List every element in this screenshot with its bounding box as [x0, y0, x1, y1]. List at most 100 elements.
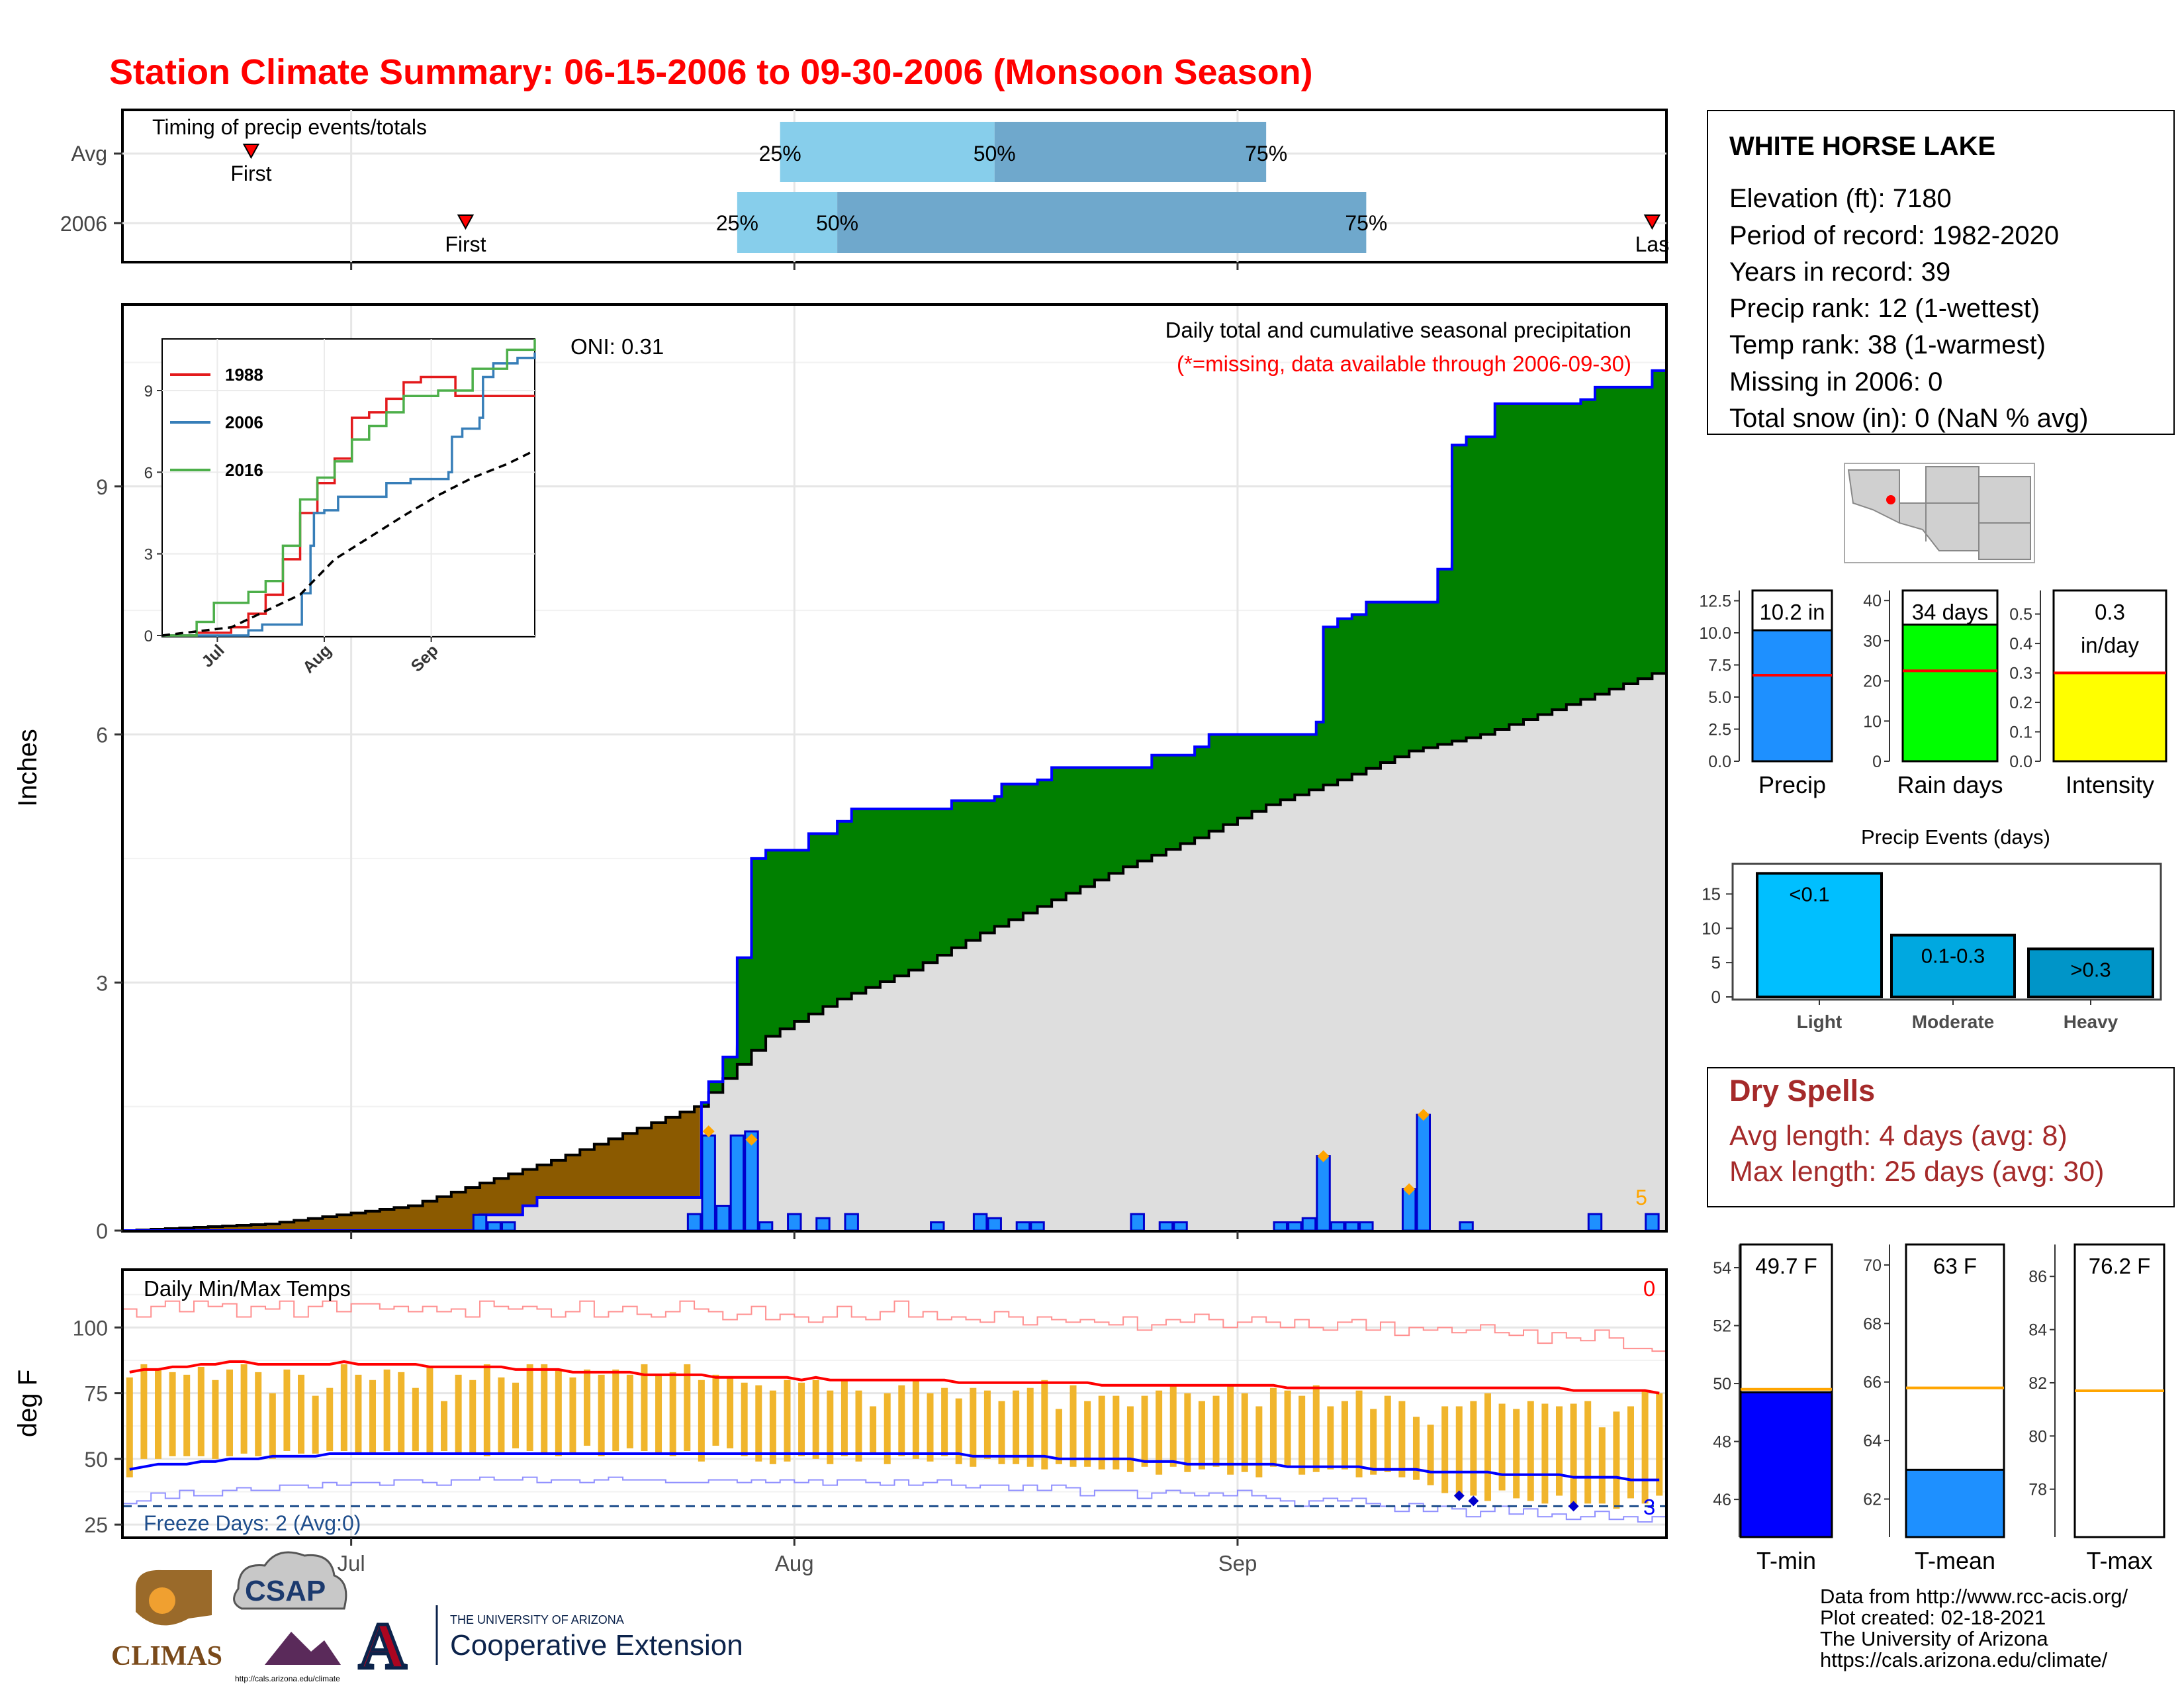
mini-chart-bar	[1751, 629, 1833, 763]
daily-precip-bar	[1344, 1221, 1359, 1232]
daily-temp-bar	[326, 1387, 334, 1451]
daily-precip-bar	[787, 1213, 802, 1232]
daily-precip-bar	[1645, 1213, 1660, 1232]
mini-y-tick-label: 68	[1863, 1315, 1882, 1333]
daily-temp-bar	[412, 1387, 419, 1451]
temp-x-axis: Jul Aug Sep	[338, 1551, 1257, 1575]
record-low-marker	[1453, 1490, 1465, 1501]
y-tick-label: 100	[73, 1316, 108, 1340]
inset-y-tick-label: 9	[144, 383, 153, 400]
daily-temp-bar	[1126, 1406, 1134, 1472]
mini-y-tick-label: 62	[1863, 1491, 1882, 1509]
daily-temp-bar	[498, 1377, 505, 1454]
mini-y-tick-label: 84	[2028, 1321, 2047, 1340]
mini-chart-value-label: 76.2 F	[2089, 1254, 2151, 1278]
daily-temp-bar	[655, 1374, 662, 1454]
daily-temp-bar	[212, 1380, 219, 1459]
daily-temp-bar	[741, 1382, 748, 1456]
record-low-marker	[1568, 1501, 1579, 1512]
inset-series-line	[162, 352, 536, 637]
daily-temp-bar	[870, 1406, 877, 1454]
mini-intensity-chart: 0.0 0.1 0.2 0.3 0.4 0.5 Intensity 0.3 in/day	[2009, 589, 2167, 798]
mini-raindays-chart: 0 10 20 30 40 Rain days 34 days	[1863, 589, 2003, 798]
record-marker	[702, 1125, 715, 1138]
daily-temp-bar	[998, 1401, 1005, 1464]
mini-chart-bar	[2052, 672, 2167, 763]
mini-y-tick-label: 0.3	[2009, 665, 2032, 683]
daily-precip-bar	[472, 1213, 488, 1232]
precip-event-bar-label: >0.3	[2070, 958, 2111, 981]
temp-content	[122, 1300, 1666, 1523]
temp-ylabel: deg F	[13, 1370, 42, 1437]
daily-temp-bar	[841, 1380, 848, 1456]
dry-spells-avg: Avg length: 4 days (avg: 8)	[1729, 1120, 2068, 1152]
daily-temp-bar	[1570, 1403, 1577, 1507]
daily-temp-bar	[1327, 1406, 1334, 1470]
temp-title: Daily Min/Max Temps	[144, 1276, 351, 1301]
daily-temp-bar	[1584, 1401, 1592, 1504]
daily-temp-bar	[1184, 1393, 1191, 1472]
daily-temp-bar	[1055, 1409, 1062, 1464]
record-markers	[702, 1109, 1430, 1196]
daily-precip-bar	[1030, 1221, 1045, 1232]
credit-line: https://cals.arizona.edu/climate/	[1820, 1648, 2108, 1671]
daily-precip-bar	[1287, 1221, 1302, 1232]
timing-q25-q50-bar	[737, 192, 838, 253]
daily-temp-bar	[126, 1377, 133, 1477]
record-marker	[1403, 1183, 1416, 1196]
daily-temp-bar	[1427, 1425, 1434, 1485]
daily-temp-bar	[569, 1377, 576, 1454]
x-tick-label: Sep	[1218, 1551, 1257, 1575]
record-low-count: 3	[1643, 1495, 1655, 1519]
timing-q50-q75-bar	[837, 192, 1367, 253]
y-tick-label: 3	[96, 971, 108, 995]
record-marker	[745, 1133, 758, 1146]
station-line: Total snow (in): 0 (NaN % avg)	[1729, 404, 2088, 433]
mini-chart-value-label: 10.2 in	[1759, 600, 1825, 624]
daily-temp-bar	[1513, 1409, 1520, 1499]
ua-logo[interactable]: A THE UNIVERSITY OF ARIZONA Cooperative …	[357, 1605, 743, 1685]
daily-precip-bar	[758, 1221, 774, 1232]
station-location-dot	[1886, 495, 1895, 504]
daily-temp-bar	[526, 1364, 533, 1451]
dry-spells-title: Dry Spells	[1729, 1074, 1875, 1107]
daily-temp-bar	[1398, 1401, 1406, 1477]
daily-temp-bar	[1355, 1390, 1363, 1477]
daily-precip-bar	[1359, 1221, 1374, 1232]
daily-temp-bar	[1441, 1406, 1449, 1493]
daily-temp-bar	[855, 1390, 862, 1462]
record-marker	[1417, 1109, 1430, 1121]
daily-temp-bar	[1156, 1390, 1163, 1475]
daily-temp-bar	[426, 1366, 433, 1454]
credit-line: The University of Arizona	[1820, 1627, 2048, 1650]
daily-temp-bar	[197, 1366, 205, 1456]
daily-temp-bar	[512, 1382, 520, 1448]
timing-row-label-avg: Avg	[71, 142, 107, 165]
daily-precip-bar	[729, 1134, 745, 1232]
y-tick-label: 50	[84, 1448, 108, 1472]
station-line: Temp rank: 38 (1-warmest)	[1729, 330, 2046, 359]
record-low-marker	[1468, 1495, 1479, 1507]
timing-q75-label: 75%	[1345, 211, 1387, 235]
inset-legend: 1988 2006 2016	[170, 365, 263, 480]
mini-chart-category-label: Rain days	[1897, 771, 2003, 798]
inset-series-line	[161, 449, 535, 637]
daily-precip-bar	[987, 1217, 1002, 1232]
timing-q75-label: 75%	[1245, 142, 1287, 165]
climas-logo[interactable]: CLIMAS	[111, 1570, 222, 1671]
station-line: Missing in 2006: 0	[1729, 367, 1942, 397]
daily-temp-bar	[312, 1395, 319, 1454]
daily-temp-bar	[983, 1390, 991, 1459]
mini-y-tick-label: 0.0	[2009, 753, 2032, 771]
events-y-tick-label: 5	[1711, 953, 1721, 972]
record-max-line	[122, 1300, 1666, 1352]
mini-chart-value-label: 49.7 F	[1755, 1254, 1817, 1278]
daily-temp-bar	[355, 1374, 362, 1454]
daily-temp-bar	[755, 1385, 762, 1462]
daily-temp-bar	[1412, 1417, 1420, 1480]
mini-chart-category-label: Intensity	[2066, 771, 2154, 798]
daily-temp-bar	[1641, 1390, 1649, 1504]
daily-temp-bar	[1269, 1387, 1277, 1467]
mini-y-tick-label: 10	[1863, 712, 1882, 731]
csap-logo[interactable]: CSAP http://cals.arizona.edu/climate	[233, 1551, 347, 1683]
